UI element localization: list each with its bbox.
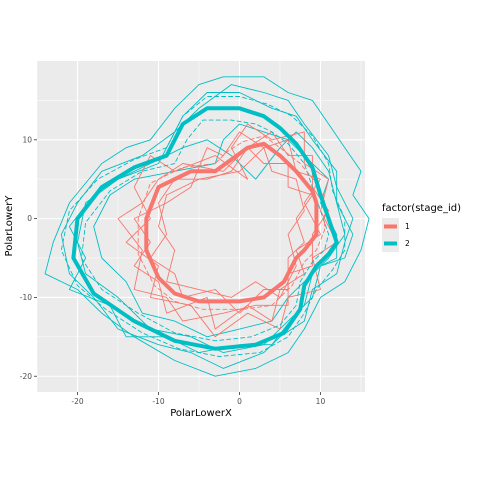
x-tick-label: -20	[71, 397, 83, 406]
legend-label-1: 1	[405, 222, 410, 231]
legend-title: factor(stage_id)	[382, 203, 461, 214]
y-tick-label: -20	[20, 372, 32, 381]
legend-label-2: 2	[405, 239, 410, 248]
series-path-stage-2-mean	[71, 106, 339, 351]
x-tick-label: -10	[152, 397, 164, 406]
x-tick-label: 0	[237, 397, 242, 406]
series-path-stage-1-dashed	[137, 135, 325, 310]
x-tick-label: 10	[316, 397, 326, 406]
y-tick-label: 10	[22, 135, 32, 144]
y-tick-label: -10	[20, 293, 32, 302]
series-path-stage-1-individual	[158, 147, 305, 298]
y-axis-title: PolarLowerY	[4, 195, 15, 257]
y-tick-label: 0	[27, 214, 32, 223]
series-path-stage-1-individual	[125, 123, 338, 338]
x-axis-title: PolarLowerX	[170, 408, 232, 419]
series-path-stage-2-individual	[60, 84, 354, 369]
series-layer	[44, 76, 370, 377]
x-tick-labels: -20 -10 0 10	[71, 397, 325, 406]
series-path-stage-2-dashed	[81, 119, 330, 342]
y-tick-labels: -20 -10 0 10	[20, 135, 32, 380]
series-path-stage-2-dashed	[60, 96, 346, 357]
series-path-stage-2-individual	[44, 76, 370, 377]
legend: factor(stage_id) 1 2	[382, 203, 461, 252]
series-path-stage-1-mean	[144, 141, 319, 304]
axis-ticks	[34, 139, 321, 395]
